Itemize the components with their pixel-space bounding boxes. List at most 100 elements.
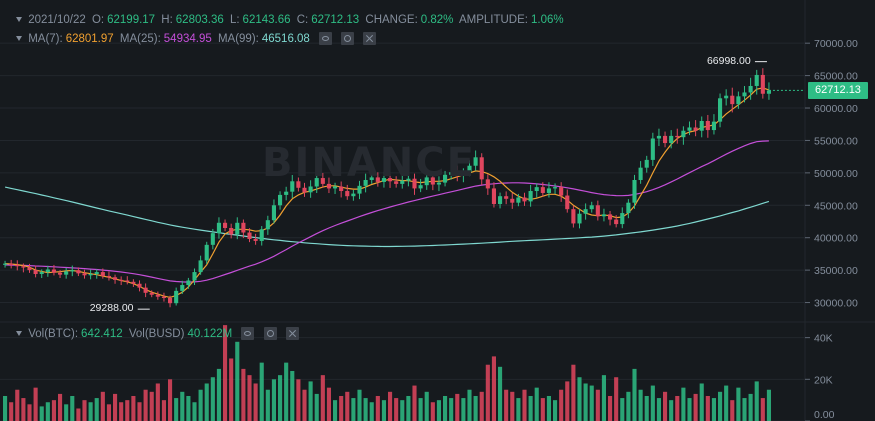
volume-bar: [82, 400, 87, 421]
candle-body: [608, 214, 613, 220]
candle-body: [271, 205, 276, 221]
candle-body: [381, 178, 386, 182]
last-price-tag: 62712.13: [808, 82, 868, 100]
candle-body: [223, 222, 228, 228]
candle-body: [510, 198, 515, 203]
vol-btc-value: 642.412: [81, 328, 123, 340]
candle-body: [455, 172, 460, 176]
candle: [333, 182, 338, 194]
candle: [9, 259, 14, 269]
eye-icon[interactable]: [241, 327, 255, 341]
candle-body: [58, 272, 63, 275]
candle: [467, 160, 472, 177]
volume-bar: [51, 400, 56, 421]
candle-body: [540, 187, 545, 193]
candle: [192, 268, 197, 286]
candle-body: [345, 191, 350, 197]
candle: [736, 91, 741, 109]
candle: [644, 155, 649, 173]
volume-tick-label: 40K: [814, 333, 833, 345]
volume-bar: [320, 375, 325, 421]
caret-down-icon[interactable]: [16, 17, 22, 23]
volume-bar: [711, 398, 716, 421]
candle: [180, 280, 185, 294]
candle: [748, 77, 753, 100]
volume-bar: [192, 402, 197, 421]
candle-body: [143, 287, 148, 293]
caret-down-icon[interactable]: [16, 331, 22, 337]
candles-group: [3, 68, 771, 308]
candle: [650, 132, 655, 166]
ma-legend: MA(7): 62801.97 MA(25): 54934.95 MA(99): 46…: [16, 31, 379, 47]
candle-body: [711, 121, 716, 131]
caret-down-icon[interactable]: [16, 36, 22, 42]
candle-body: [9, 263, 14, 265]
candle: [436, 176, 441, 192]
candle-body: [320, 178, 325, 184]
candle-body: [491, 188, 496, 204]
candle: [571, 205, 576, 228]
candle-body: [589, 205, 594, 210]
volume-bar: [687, 398, 692, 421]
candle: [687, 121, 692, 136]
candle-body: [70, 270, 75, 272]
volume-bar: [394, 398, 399, 421]
vol-busd-label: Vol(BUSD): [128, 328, 185, 340]
candle: [620, 207, 625, 229]
candle: [223, 219, 228, 232]
close-icon[interactable]: [285, 327, 299, 341]
volume-bar: [247, 375, 252, 421]
candle-body: [736, 96, 741, 105]
candle: [632, 174, 637, 209]
candle: [473, 150, 478, 171]
gear-icon[interactable]: [341, 32, 355, 46]
candle-body: [430, 177, 435, 185]
eye-icon[interactable]: [319, 32, 333, 46]
volume-bar: [504, 389, 509, 421]
candle: [290, 174, 295, 199]
candle: [534, 183, 539, 198]
candle-body: [168, 298, 173, 304]
candle: [638, 161, 643, 184]
candle: [461, 168, 466, 183]
volume-bar: [620, 398, 625, 421]
volume-bar: [736, 387, 741, 421]
volume-bar: [400, 400, 405, 421]
volume-bar: [76, 408, 81, 421]
volume-bar: [754, 381, 759, 421]
candle: [485, 174, 490, 195]
price-tick-label: 65000.00: [814, 71, 858, 83]
candle: [479, 153, 484, 186]
candle: [106, 271, 111, 281]
candle: [284, 186, 289, 201]
candle-body: [351, 193, 356, 197]
volume-bar: [45, 402, 50, 421]
volume-bar: [681, 387, 686, 421]
volume-bar: [241, 368, 246, 421]
candle: [730, 87, 735, 113]
close-icon[interactable]: [363, 32, 377, 46]
volume-bar: [155, 383, 160, 421]
candle-body: [100, 272, 105, 276]
price-tick-label: 55000.00: [814, 135, 858, 147]
candle: [760, 68, 765, 99]
candle-body: [626, 202, 631, 214]
candle: [70, 265, 75, 277]
candle-body: [314, 178, 319, 187]
low-marker-label: 29288.00: [89, 302, 134, 315]
candle-body: [247, 232, 252, 240]
candle-body: [724, 95, 729, 99]
candle: [345, 184, 350, 200]
volume-bar: [9, 402, 14, 421]
volume-bar: [748, 393, 753, 421]
change-label: CHANGE:: [365, 14, 418, 26]
candle-body: [528, 191, 533, 202]
candle: [559, 182, 564, 202]
volume-bar: [528, 395, 533, 421]
volume-bar: [314, 393, 319, 421]
volume-bar: [259, 362, 264, 421]
gear-icon[interactable]: [263, 327, 277, 341]
price-tick-label: 60000.00: [814, 103, 858, 115]
